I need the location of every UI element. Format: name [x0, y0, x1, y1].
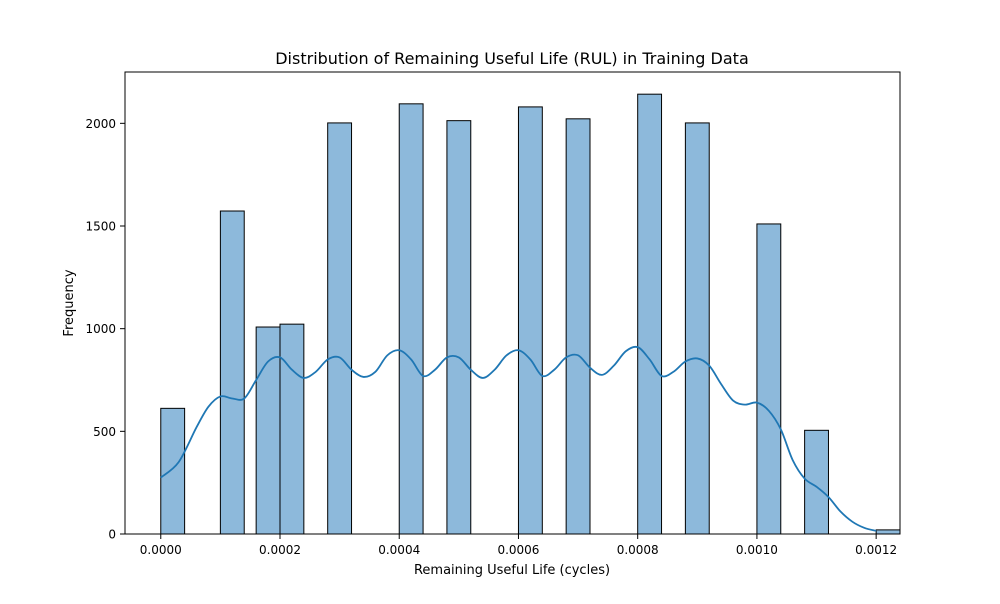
x-tick-label-0: 0.0000 — [140, 543, 182, 557]
y-axis-ticks: 0 500 1000 1500 2000 — [85, 117, 125, 542]
histogram-bar-5 — [398, 103, 424, 535]
histogram-bar-9 — [637, 93, 663, 535]
histogram-bar-6 — [446, 120, 472, 535]
x-axis-ticks: 0.0000 0.0002 0.0004 0.0006 0.0008 0.0010 0.00… — [140, 534, 897, 557]
x-tick-label-2: 0.0004 — [378, 543, 420, 557]
histogram-bar-0 — [160, 407, 186, 535]
bars-layer — [160, 93, 901, 535]
histogram-bar-8 — [565, 118, 591, 535]
y-tick-label-1: 500 — [93, 425, 116, 439]
y-tick-label-4: 2000 — [85, 117, 116, 131]
histogram-bar-10 — [684, 122, 710, 535]
x-tick-label-6: 0.0012 — [855, 543, 897, 557]
x-tick-label-1: 0.0002 — [259, 543, 301, 557]
y-tick-label-0: 0 — [108, 528, 116, 542]
histogram-bar-13 — [875, 529, 901, 535]
histogram-bar-4 — [327, 122, 353, 535]
histogram-bar-7 — [517, 106, 543, 535]
x-tick-label-5: 0.0010 — [736, 543, 778, 557]
y-tick-label-3: 1500 — [85, 220, 116, 234]
y-tick-label-2: 1000 — [85, 322, 116, 336]
histogram-bar-11 — [756, 223, 782, 535]
plot-frame — [124, 71, 901, 535]
histogram-bar-3 — [279, 323, 305, 535]
histogram-bar-1 — [219, 210, 245, 535]
x-axis-label: Remaining Useful Life (cycles) — [414, 563, 610, 578]
x-tick-label-4: 0.0008 — [617, 543, 659, 557]
kde-curve — [160, 345, 877, 532]
histogram-bar-2 — [255, 326, 281, 535]
y-axis-label: Frequency — [62, 269, 77, 336]
x-tick-label-3: 0.0006 — [497, 543, 539, 557]
chart-title: Distribution of Remaining Useful Life (R… — [275, 49, 749, 68]
